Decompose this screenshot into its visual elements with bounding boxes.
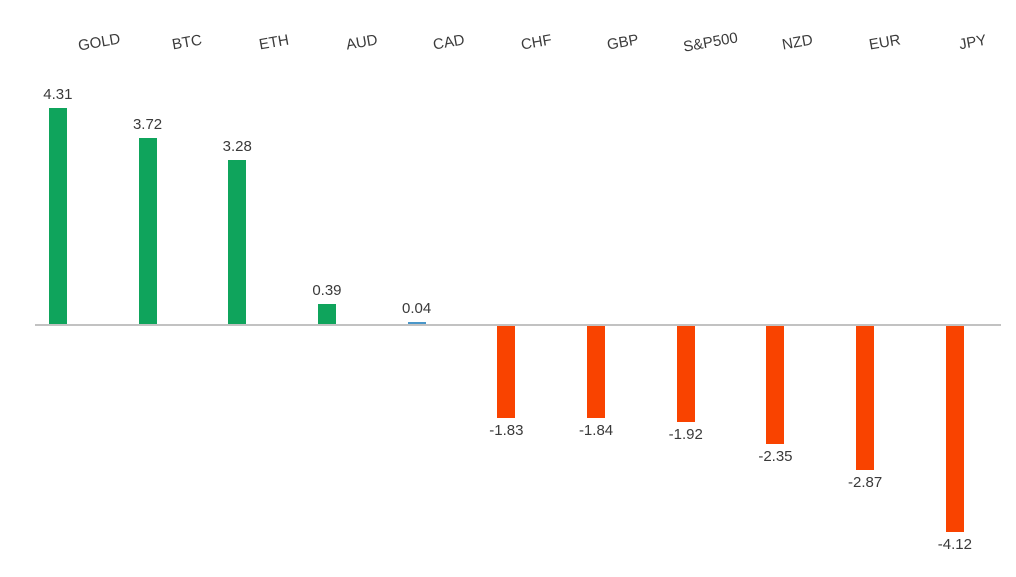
bar-nzd: [766, 326, 785, 444]
bar-jpy: [945, 326, 964, 533]
bar-btc: [138, 137, 157, 324]
x-axis-baseline: [35, 324, 1001, 326]
data-label-gold: 4.31: [43, 86, 73, 104]
data-label-jpy: -4.12: [937, 536, 972, 554]
bar-eur: [856, 326, 875, 470]
data-label-aud: 0.39: [312, 282, 342, 300]
data-label-eth: 3.28: [222, 137, 252, 155]
data-label-nzd: -2.35: [758, 447, 793, 465]
data-label-cad: 0.04: [402, 299, 432, 317]
bar-gbp: [587, 326, 606, 419]
data-label-btc: 3.72: [132, 115, 163, 133]
bar-chf: [497, 326, 516, 418]
data-label-sp500: -1.92: [668, 426, 703, 444]
bar-sp500: [676, 326, 695, 423]
data-label-eur: -2.87: [848, 473, 883, 491]
data-label-chf: -1.83: [489, 421, 524, 439]
bar-cad: [407, 321, 426, 324]
bar-gold: [48, 108, 67, 324]
bar-eth: [228, 159, 247, 324]
data-label-gbp: -1.84: [578, 422, 614, 440]
bar-aud: [317, 304, 336, 324]
